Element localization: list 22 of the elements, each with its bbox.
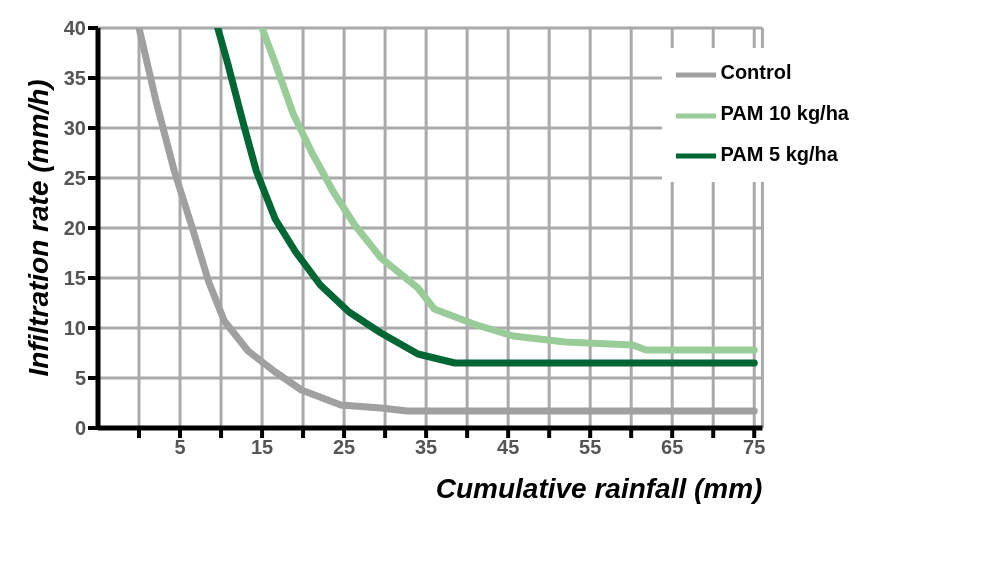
x-tick-label: 5 xyxy=(174,436,186,459)
legend-label: PAM 5 kg/ha xyxy=(720,142,838,165)
legend-label: PAM 10 kg/ha xyxy=(720,101,849,124)
x-tick-label: 25 xyxy=(332,436,356,459)
y-tick-label: 0 xyxy=(74,417,86,440)
y-tick-label: 30 xyxy=(63,117,86,140)
x-axis-title: Cumulative rainfall (mm) xyxy=(435,473,763,504)
x-tick-label: 15 xyxy=(250,436,274,459)
y-tick-label: 20 xyxy=(63,217,86,240)
y-tick-label: 40 xyxy=(63,17,86,40)
y-tick-label: 35 xyxy=(63,67,86,90)
x-tick-label: 65 xyxy=(661,436,684,459)
x-tick-label: 55 xyxy=(579,436,602,459)
y-tick-label: 5 xyxy=(74,367,86,390)
x-tick-label: 75 xyxy=(743,436,766,459)
legend-label: Control xyxy=(720,61,792,83)
y-tick-label: 10 xyxy=(63,317,86,340)
x-tick-label: 45 xyxy=(497,436,520,459)
y-axis-title: Infiltration rate (mm/h) xyxy=(22,79,54,377)
y-tick-label: 25 xyxy=(63,167,86,190)
y-tick-label: 15 xyxy=(63,267,86,290)
x-tick-label: 35 xyxy=(414,436,438,459)
